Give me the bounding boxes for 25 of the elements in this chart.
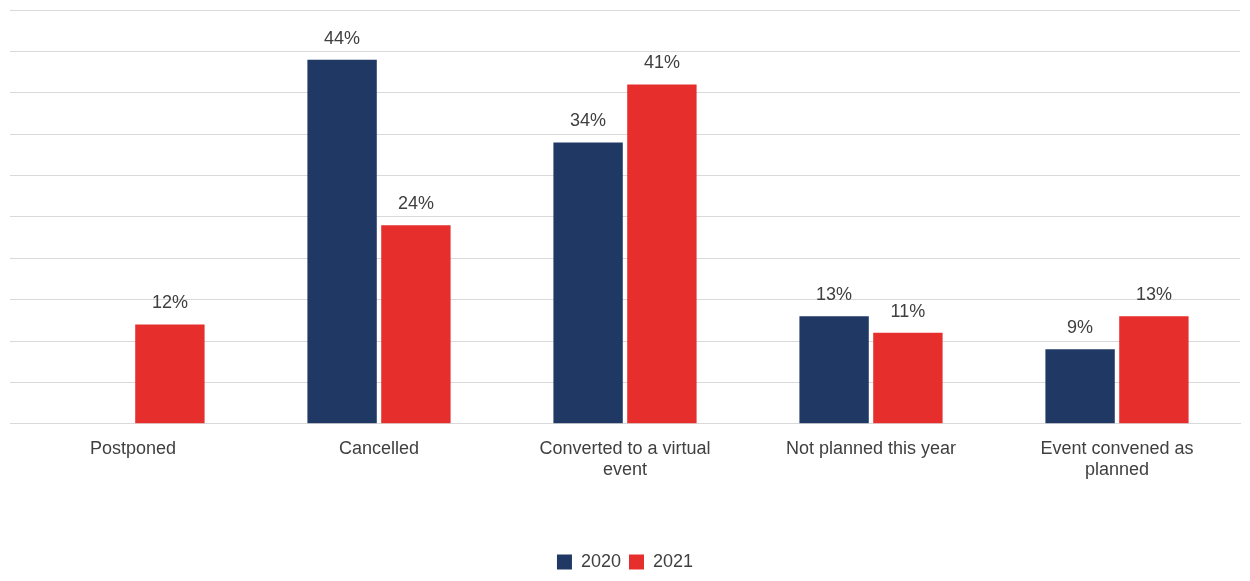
bar (799, 316, 869, 424)
x-tick-label: Postponed (89, 437, 177, 458)
x-tick-label: Event convened as planned (1040, 437, 1194, 480)
data-label: 12% (151, 292, 188, 313)
legend-label: 2020 (580, 550, 621, 571)
x-tick-label: Cancelled (338, 437, 420, 458)
x-tick-label: Not planned this year (785, 437, 957, 458)
bar (553, 142, 623, 424)
data-label: 44% (324, 27, 361, 48)
legend-label: 2021 (653, 550, 694, 571)
data-label: 13% (1135, 284, 1172, 305)
x-tick-label: Converted to a virtual event (539, 437, 711, 480)
bar (1119, 316, 1189, 424)
bar (381, 225, 451, 424)
data-label: 13% (816, 284, 853, 305)
bar (307, 59, 377, 424)
data-label: 34% (570, 110, 607, 131)
bar (627, 84, 697, 424)
bar (1045, 349, 1115, 424)
data-label: 41% (643, 52, 680, 73)
bar (135, 324, 205, 424)
data-label: 24% (397, 193, 434, 214)
data-label: 11% (890, 300, 926, 321)
data-label: 9% (1067, 317, 1094, 338)
bar (873, 332, 943, 424)
